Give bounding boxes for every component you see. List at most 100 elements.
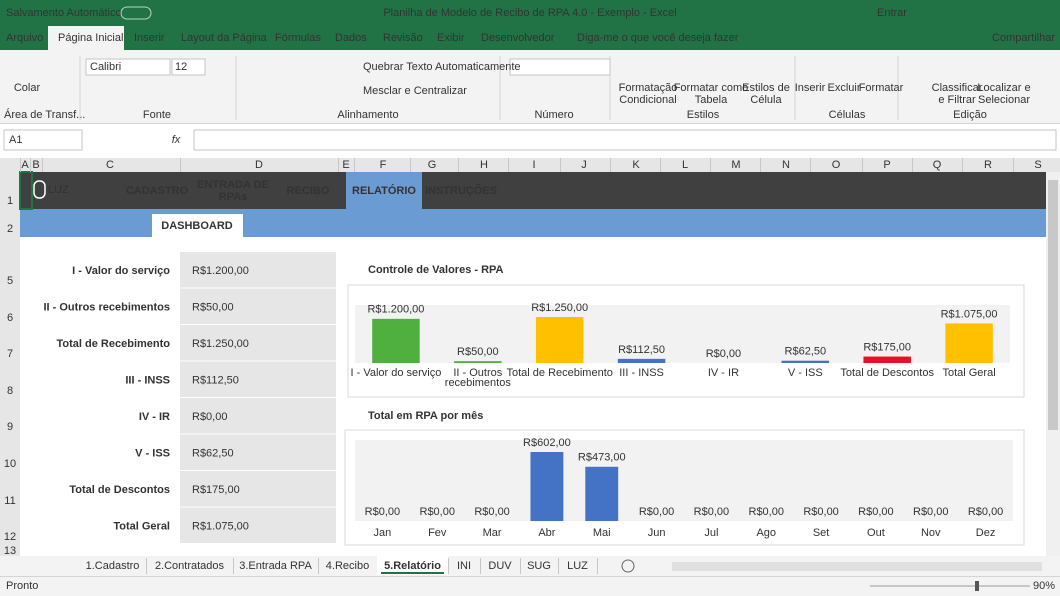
ribbon-button[interactable]: Célula [750, 94, 782, 106]
number-format-box[interactable] [510, 59, 610, 75]
summary-label: III - INSS [125, 374, 170, 386]
column-header: G [428, 159, 437, 171]
data-label: R$473,00 [578, 452, 626, 464]
ribbon-button[interactable]: Selecionar [978, 94, 1030, 106]
ribbon-button[interactable]: Formatar [859, 82, 904, 94]
summary-label: IV - IR [139, 411, 170, 423]
nav-item[interactable]: RPAs [219, 191, 248, 203]
column-header-bg [0, 158, 1060, 172]
menu-tab[interactable]: Fórmulas [275, 32, 321, 44]
sheet-tab[interactable]: 3.Entrada RPA [239, 560, 312, 572]
ribbon-button[interactable]: Localizar e [977, 82, 1030, 94]
bar [618, 359, 665, 363]
menu-tab[interactable]: Desenvolvedor [481, 32, 555, 44]
category-label: Mar [483, 527, 502, 539]
ribbon-button[interactable]: Formatação [619, 82, 678, 94]
sub-tab[interactable]: DASHBOARD [161, 220, 233, 232]
ribbon-button[interactable]: e Filtrar [938, 94, 976, 106]
paste-button[interactable]: Colar [14, 82, 41, 94]
tell-me[interactable]: Diga-me o que você deseja fazer [577, 32, 739, 44]
menu-tab[interactable]: Página Inicial [58, 32, 123, 44]
data-label: R$1.250,00 [531, 302, 588, 314]
data-label: R$1.200,00 [367, 304, 424, 316]
data-label: R$0,00 [803, 506, 838, 518]
bar [536, 317, 583, 363]
column-header: O [832, 159, 841, 171]
data-label: R$175,00 [863, 341, 911, 353]
ribbon-button[interactable]: Classificar [932, 82, 983, 94]
data-label: R$0,00 [706, 348, 741, 360]
sheet-tab[interactable]: 4.Recibo [326, 560, 369, 572]
category-label: Total Geral [942, 367, 995, 379]
row-header: 12 [4, 531, 16, 543]
menu-tab[interactable]: Arquivo [6, 32, 43, 44]
ribbon-button[interactable]: Condicional [619, 94, 676, 106]
category-label: II - Outrosrecebimentos [445, 367, 512, 389]
data-label: R$0,00 [858, 506, 893, 518]
column-header: I [532, 159, 535, 171]
category-label: I - Valor do serviço [350, 367, 441, 379]
data-label: R$50,00 [457, 346, 499, 358]
merge-button[interactable]: Mesclar e Centralizar [363, 85, 467, 97]
category-label: Nov [921, 527, 941, 539]
fx-label: fx [172, 134, 181, 146]
row-header: 8 [7, 385, 13, 397]
column-header: H [480, 159, 488, 171]
category-label: IV - IR [708, 367, 739, 379]
formula-input[interactable] [194, 130, 1056, 150]
category-label: Ago [756, 527, 776, 539]
autosave-label: Salvamento Automático [6, 7, 122, 19]
sheet-tab[interactable]: 2.Contratados [155, 560, 225, 572]
font-size: 12 [175, 61, 187, 73]
menu-tab[interactable]: Layout da Página [181, 32, 268, 44]
ribbon-button[interactable]: Excluir [827, 82, 860, 94]
sheet-tab[interactable]: DUV [488, 560, 512, 572]
menu-tab[interactable]: Inserir [134, 32, 165, 44]
zoom-thumb[interactable] [975, 581, 979, 591]
font-name: Calibri [90, 61, 121, 73]
summary-value: R$62,50 [192, 447, 234, 459]
ribbon-button[interactable]: Formatar como [674, 82, 749, 94]
nav-item[interactable]: CADASTRO [126, 185, 189, 197]
menu-tab[interactable]: Exibir [437, 32, 465, 44]
window-title: Planilha de Modelo de Recibo de RPA 4.0 … [383, 7, 676, 19]
sheet-tab[interactable]: SUG [527, 560, 551, 572]
nav-item[interactable]: INSTRUÇÕES [425, 184, 497, 197]
ribbon-button[interactable]: Estilos de [742, 82, 790, 94]
h-scrollbar[interactable] [672, 562, 1042, 571]
menu-tab[interactable]: Revisão [383, 32, 423, 44]
summary-value: R$1.200,00 [192, 265, 249, 277]
zoom-level[interactable]: 90% [1033, 580, 1055, 592]
nav-item[interactable]: ENTRADA DE [197, 179, 269, 191]
summary-label: V - ISS [135, 447, 170, 459]
bar [454, 361, 501, 363]
row-header: 6 [7, 312, 13, 324]
menu-tab[interactable]: Dados [335, 32, 367, 44]
nav-item[interactable]: RELATÓRIO [352, 184, 416, 197]
ribbon-button[interactable]: Inserir [795, 82, 826, 94]
row-header: 2 [7, 223, 13, 235]
sheet-tab[interactable]: 1.Cadastro [86, 560, 140, 572]
data-label: R$0,00 [913, 506, 948, 518]
category-label: Jul [704, 527, 718, 539]
sheet-tab[interactable]: 5.Relatório [384, 560, 441, 572]
column-header: N [782, 159, 790, 171]
share-button[interactable]: Compartilhar [992, 32, 1055, 44]
row-header: 11 [4, 495, 15, 507]
sheet-tab[interactable]: LUZ [567, 560, 588, 572]
sheet-tab[interactable]: INI [457, 560, 471, 572]
wrap-text-button[interactable]: Quebrar Texto Automaticamente [363, 61, 521, 73]
category-label: Mai [593, 527, 611, 539]
column-header: Q [933, 159, 942, 171]
summary-value: R$0,00 [192, 411, 227, 423]
nav-item[interactable]: RECIBO [287, 185, 330, 197]
name-box-value: A1 [9, 134, 22, 146]
summary-label: Total de Recebimento [57, 338, 171, 350]
ribbon-button[interactable]: Tabela [695, 94, 728, 106]
sign-in[interactable]: Entrar [877, 7, 907, 19]
column-header: R [984, 159, 992, 171]
v-scroll-thumb[interactable] [1048, 180, 1058, 430]
bar [585, 467, 618, 521]
